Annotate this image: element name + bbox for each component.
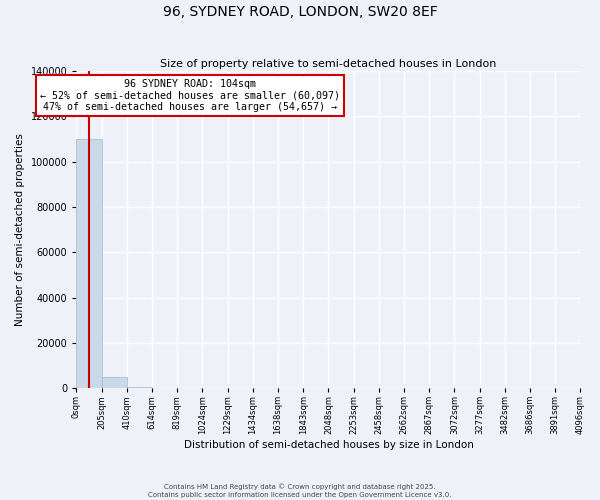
Text: 96, SYDNEY ROAD, LONDON, SW20 8EF: 96, SYDNEY ROAD, LONDON, SW20 8EF bbox=[163, 5, 437, 19]
Text: 96 SYDNEY ROAD: 104sqm
← 52% of semi-detached houses are smaller (60,097)
47% of: 96 SYDNEY ROAD: 104sqm ← 52% of semi-det… bbox=[40, 79, 340, 112]
Bar bbox=[101, 377, 127, 388]
Bar bbox=[76, 139, 101, 388]
Text: Contains HM Land Registry data © Crown copyright and database right 2025.
Contai: Contains HM Land Registry data © Crown c… bbox=[148, 484, 452, 498]
X-axis label: Distribution of semi-detached houses by size in London: Distribution of semi-detached houses by … bbox=[184, 440, 473, 450]
Y-axis label: Number of semi-detached properties: Number of semi-detached properties bbox=[15, 133, 25, 326]
Title: Size of property relative to semi-detached houses in London: Size of property relative to semi-detach… bbox=[160, 59, 497, 69]
Bar bbox=[127, 387, 152, 388]
